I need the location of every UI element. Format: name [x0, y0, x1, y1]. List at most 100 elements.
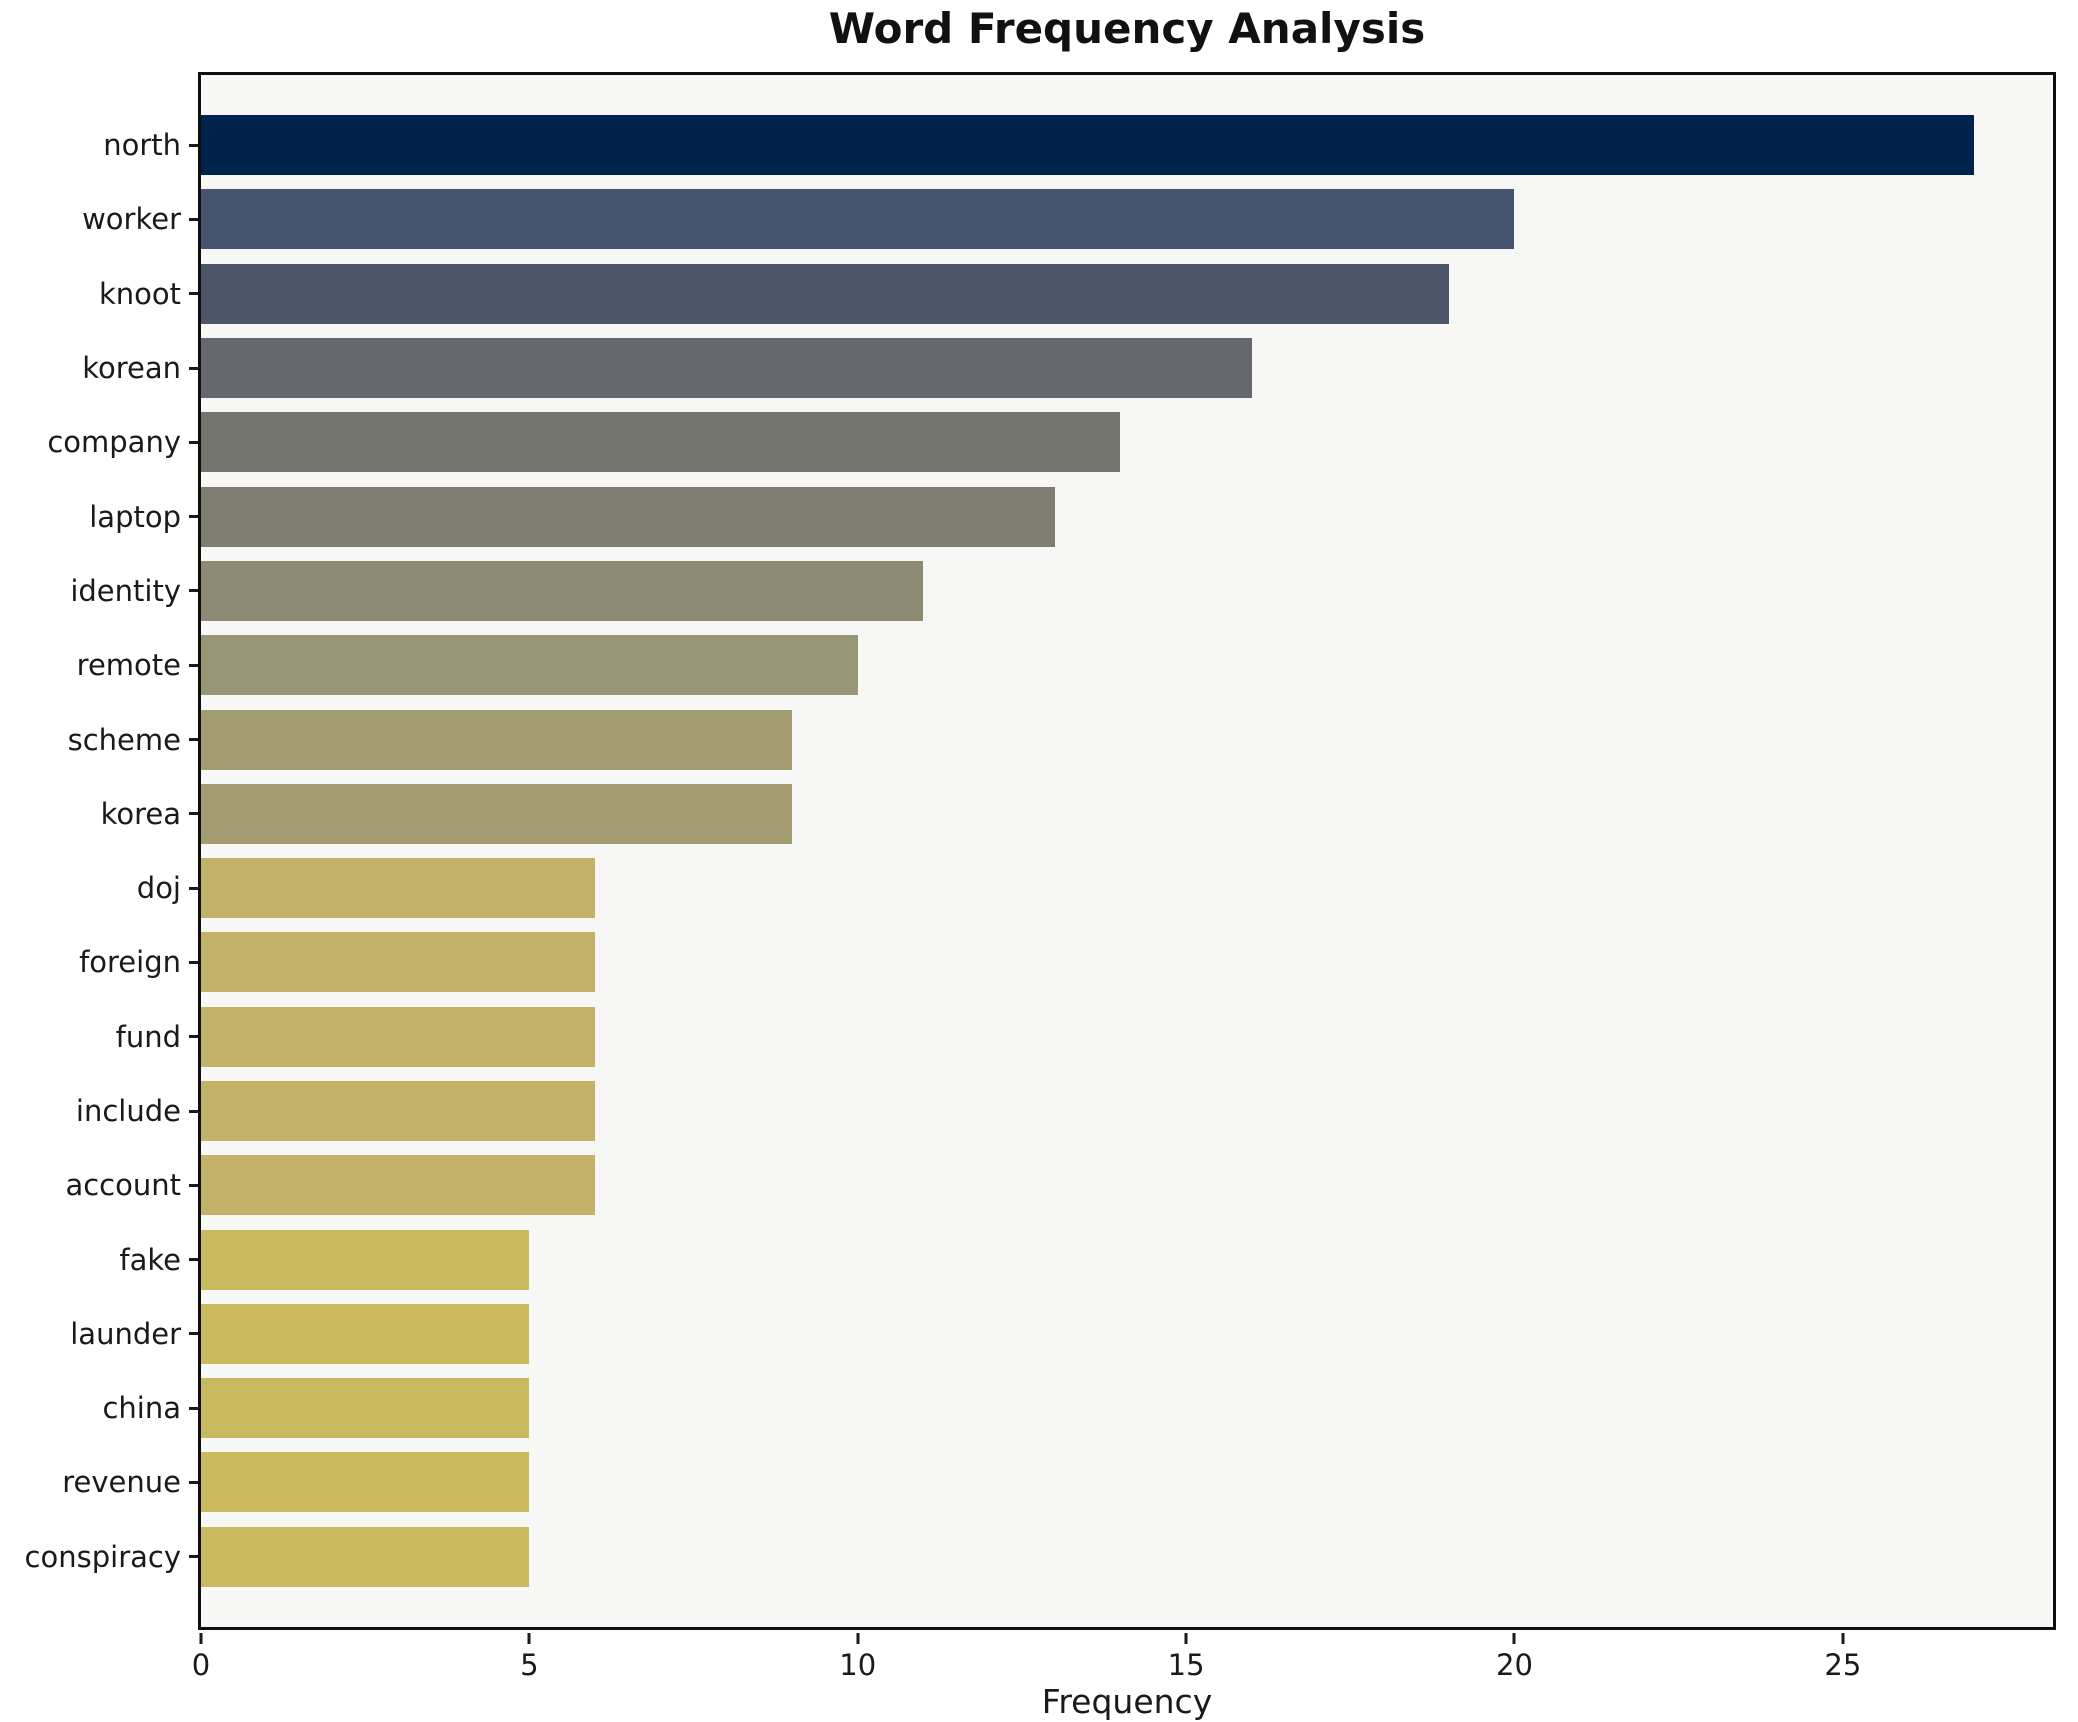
bar-rows — [201, 75, 2053, 1627]
y-tick-label: launder — [70, 1316, 181, 1351]
bar-row — [201, 628, 2053, 702]
y-tick-label: korean — [82, 351, 181, 386]
y-tick-label: include — [75, 1094, 181, 1128]
bar — [201, 932, 596, 993]
bar — [201, 189, 1515, 250]
y-tick-mark — [189, 366, 198, 370]
bar — [201, 858, 596, 919]
y-tick-label: revenue — [62, 1465, 181, 1500]
x-tick-mark — [527, 1633, 531, 1644]
x-tick-mark — [1184, 1633, 1188, 1644]
bar-row — [201, 1222, 2053, 1296]
x-axis-ticks — [199, 1633, 2053, 1645]
chart-title: Word Frequency Analysis — [828, 4, 1426, 53]
y-tick-mark — [189, 143, 198, 147]
bar — [201, 1155, 596, 1216]
y-tick-mark — [189, 217, 198, 221]
y-tick-label: knoot — [98, 276, 181, 311]
bar-row — [201, 479, 2053, 553]
bar-row — [201, 1000, 2053, 1074]
y-label-row: revenue — [0, 1445, 198, 1519]
y-tick-mark — [189, 663, 198, 667]
bar — [201, 486, 1055, 547]
bar — [201, 1081, 596, 1141]
x-tick-label: 10 — [839, 1648, 877, 1682]
y-tick-mark — [189, 292, 198, 296]
y-label-row: laptop — [0, 479, 198, 553]
y-tick-mark — [189, 440, 198, 444]
bar-row — [201, 405, 2053, 479]
y-label-row: conspiracy — [0, 1520, 198, 1594]
y-label-row: account — [0, 1148, 198, 1222]
y-tick-label: identity — [70, 573, 181, 608]
bar-row — [201, 1520, 2053, 1594]
bar — [201, 338, 1252, 399]
bar-row — [201, 702, 2053, 776]
bar — [201, 783, 793, 844]
y-tick-label: north — [103, 128, 181, 163]
bar — [201, 1303, 530, 1364]
y-label-row: foreign — [0, 925, 198, 999]
bar-row — [201, 777, 2053, 851]
y-tick-mark — [189, 1480, 198, 1484]
x-axis-title: Frequency — [1041, 1682, 1213, 1721]
bar-row — [201, 1445, 2053, 1519]
y-tick-mark — [189, 886, 198, 890]
bar — [201, 709, 793, 770]
bar-row — [201, 331, 2053, 405]
bar-row — [201, 1371, 2053, 1445]
bar-row — [201, 554, 2053, 628]
y-tick-mark — [189, 1406, 198, 1410]
y-tick-mark — [189, 1035, 198, 1039]
bar-row — [201, 1297, 2053, 1371]
y-tick-label: korea — [100, 796, 181, 831]
x-tick-label: 20 — [1496, 1648, 1533, 1682]
y-tick-label: worker — [82, 202, 181, 237]
y-tick-label: remote — [76, 648, 181, 683]
y-tick-label: scheme — [67, 722, 181, 757]
y-label-row: china — [0, 1371, 198, 1445]
x-tick-mark — [1841, 1633, 1845, 1644]
y-label-row: identity — [0, 554, 198, 628]
bar-row — [201, 1074, 2053, 1148]
y-tick-label: fund — [115, 1019, 181, 1054]
y-label-row: include — [0, 1074, 198, 1148]
bar — [201, 635, 858, 696]
y-tick-mark — [189, 960, 198, 964]
y-label-row: launder — [0, 1297, 198, 1371]
y-tick-mark — [189, 1332, 198, 1336]
x-tick-label: 15 — [1167, 1648, 1205, 1682]
bar — [201, 263, 1449, 324]
y-tick-mark — [189, 1109, 198, 1113]
bar — [201, 560, 924, 621]
y-label-row: doj — [0, 851, 198, 925]
y-label-row: north — [0, 108, 198, 182]
y-label-row: scheme — [0, 702, 198, 776]
y-label-row: korean — [0, 331, 198, 405]
y-tick-mark — [189, 1555, 198, 1559]
bar — [201, 115, 1975, 176]
plot-area — [198, 72, 2056, 1630]
bar — [201, 1378, 530, 1439]
y-tick-label: laptop — [89, 499, 181, 534]
bar-row — [201, 108, 2053, 182]
x-axis-tick-labels: 0 5 10 15 20 25 — [192, 1648, 2053, 1684]
y-label-row: knoot — [0, 257, 198, 331]
bar-row — [201, 1148, 2053, 1222]
y-axis-labels: north worker knoot korean company laptop ident… — [0, 75, 198, 1627]
y-tick-mark — [189, 1258, 198, 1262]
bar-row — [201, 182, 2053, 256]
x-tick-mark — [1512, 1633, 1516, 1644]
bar — [201, 1006, 596, 1067]
y-label-row: remote — [0, 628, 198, 702]
y-tick-label: foreign — [79, 945, 181, 980]
bar — [201, 1526, 530, 1587]
x-tick-label: 0 — [191, 1648, 211, 1682]
x-tick-label: 5 — [520, 1648, 539, 1682]
y-tick-label: doj — [136, 871, 181, 906]
y-tick-label: company — [47, 425, 181, 460]
x-tick-mark — [199, 1633, 203, 1644]
y-tick-label: account — [65, 1168, 181, 1203]
y-label-row: company — [0, 405, 198, 479]
